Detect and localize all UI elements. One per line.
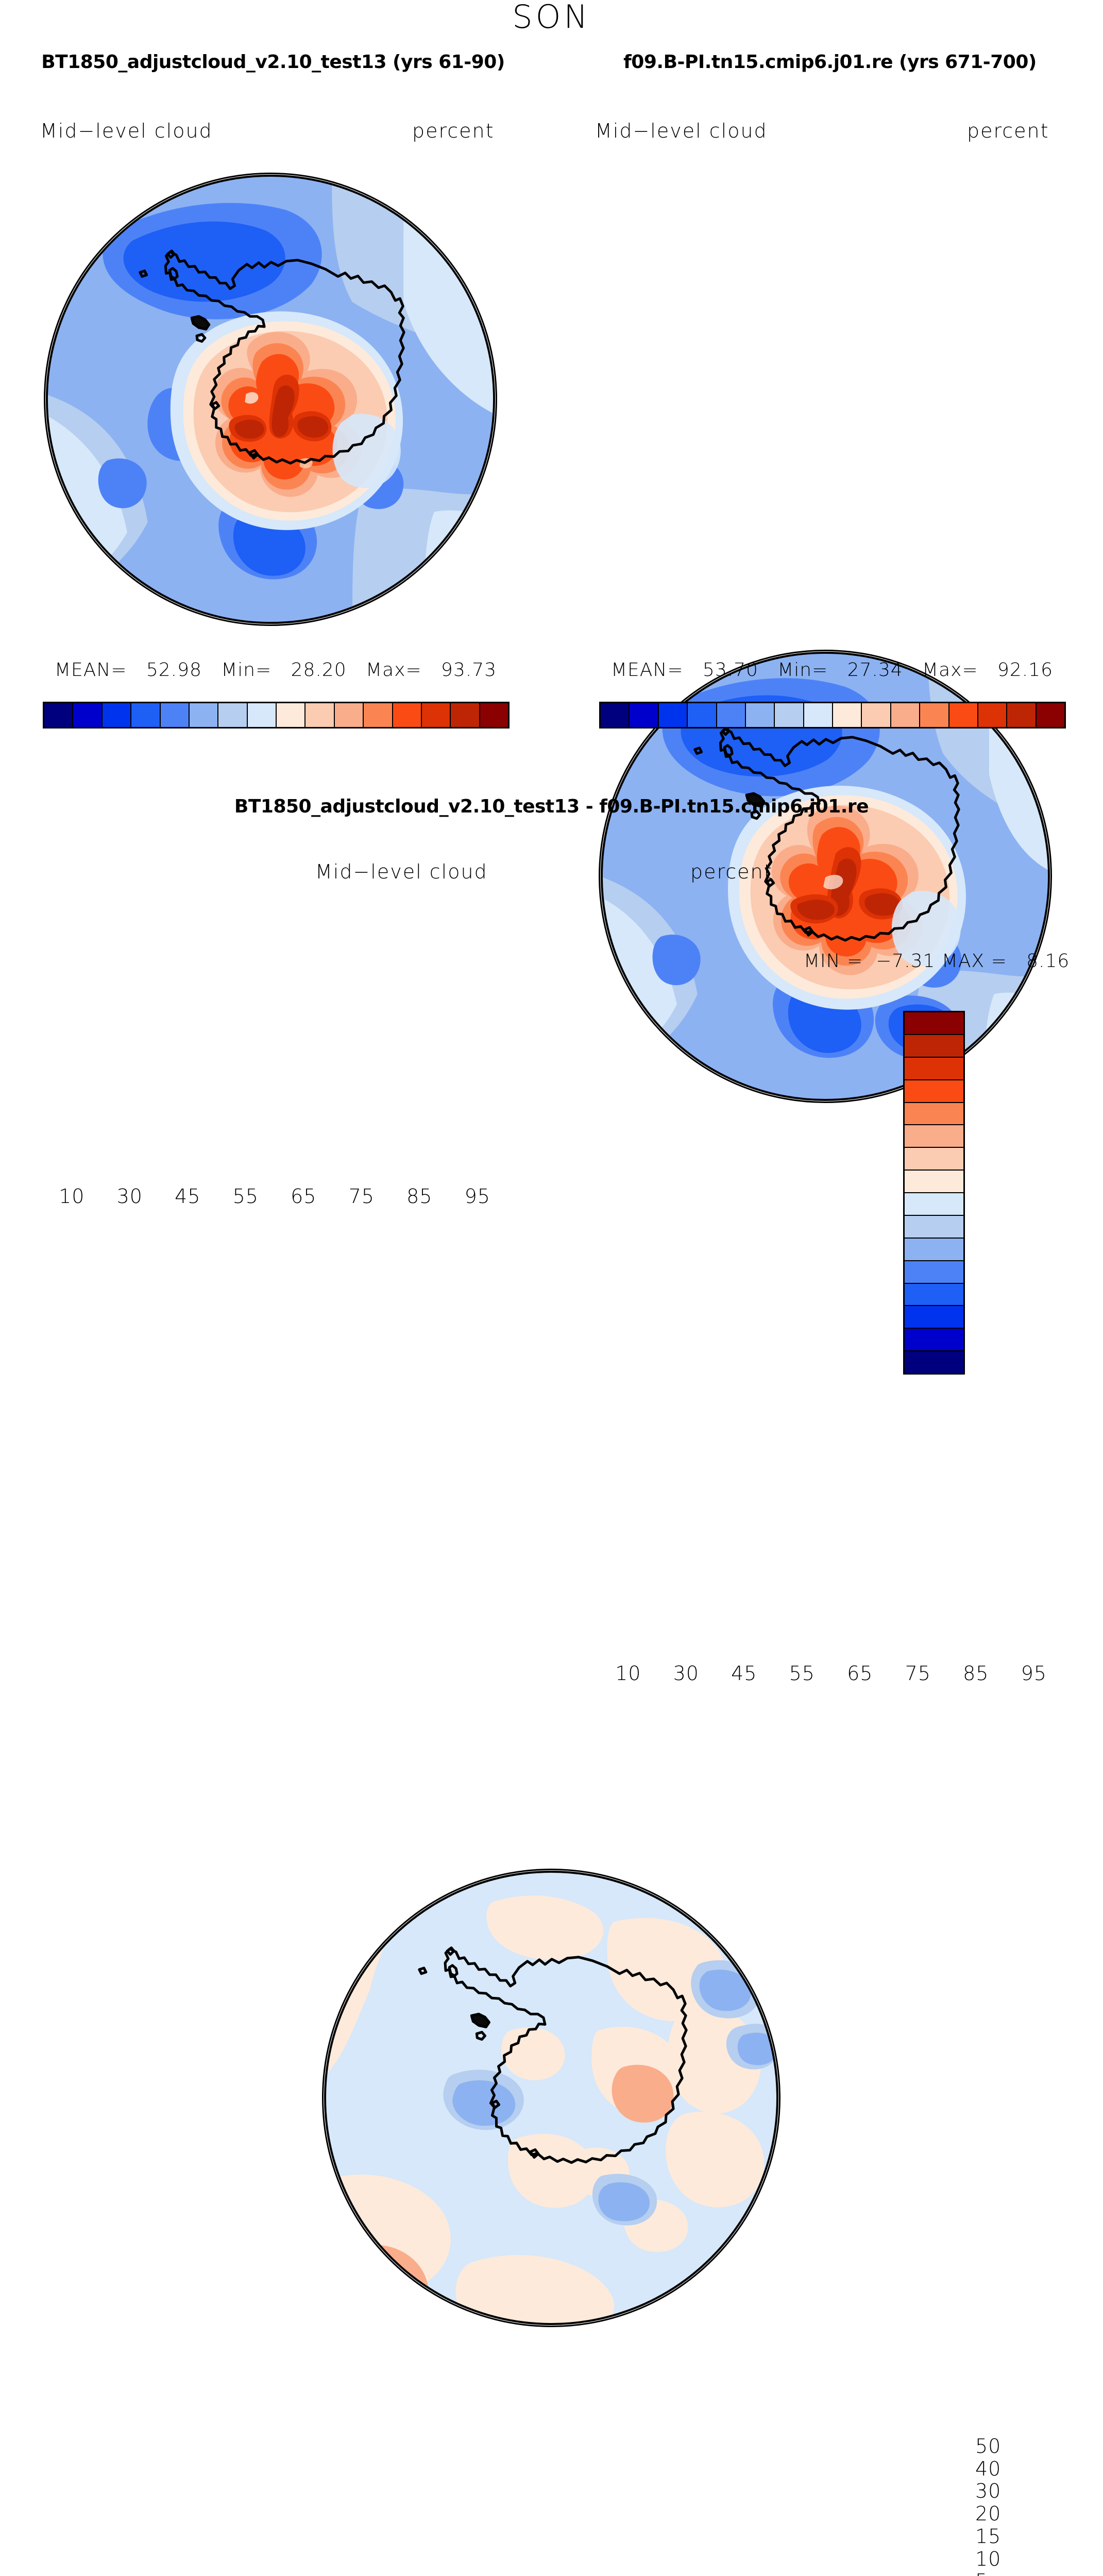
left-colorbar-ticks: 10 30 45 55 65 75 85 95 [43, 1185, 506, 1209]
right-panel-title: f09.B-PI.tn15.cmip6.j01.re (yrs 671-700) [623, 52, 1037, 73]
tick-label: 50 [975, 2434, 1002, 2458]
tick-label: 75 [905, 1662, 931, 1685]
tick-label: 30 [673, 1662, 699, 1685]
right-colorbar [599, 702, 1066, 728]
right-stats: MEAN= 53.70 Min= 27.34 Max= 92.16 [611, 659, 1053, 681]
tick-label: 30 [116, 1185, 143, 1208]
tick-label: 45 [731, 1662, 757, 1685]
tick-label: 55 [232, 1185, 259, 1208]
right-units-label: percent [967, 120, 1049, 142]
tick-label: 40 [975, 2457, 1002, 2480]
diff-polar-map [322, 1869, 780, 2327]
tick-label: 30 [975, 2480, 1002, 2503]
tick-label: 95 [1021, 1662, 1047, 1685]
tick-label: 15 [975, 2524, 1002, 2548]
season-title: SON [512, 0, 591, 36]
diff-field-label: Mid−level cloud [315, 860, 488, 883]
tick-label: 75 [348, 1185, 375, 1208]
left-colorbar [43, 702, 510, 728]
tick-label: 10 [59, 1185, 85, 1208]
tick-label: 55 [789, 1662, 815, 1685]
right-field-label: Mid−level cloud [595, 120, 768, 142]
tick-label: 95 [464, 1185, 490, 1208]
tick-label: 85 [406, 1185, 433, 1208]
diff-panel-title: BT1850_adjustcloud_v2.10_test13 - f09.B-… [234, 796, 869, 817]
tick-label: 65 [291, 1185, 317, 1208]
tick-label: 45 [175, 1185, 201, 1208]
diff-units-label: percent [690, 860, 773, 883]
left-stats: MEAN= 52.98 Min= 28.20 Max= 93.73 [55, 659, 497, 681]
diff-colorbar-ticks: 50 40 30 20 15 10 5 0 −5 −10 −15 −20 −30… [975, 2424, 1078, 2576]
tick-label: 85 [963, 1662, 989, 1685]
tick-label: 10 [615, 1662, 641, 1685]
tick-label: 65 [847, 1662, 873, 1685]
left-field-label: Mid−level cloud [40, 120, 213, 142]
left-panel-title: BT1850_adjustcloud_v2.10_test13 (yrs 61-… [41, 52, 505, 73]
diff-colorbar [903, 1011, 965, 1375]
tick-label: 5 [975, 2570, 988, 2576]
tick-label: 20 [975, 2502, 1002, 2525]
left-units-label: percent [412, 120, 495, 142]
tick-label: 10 [975, 2547, 1002, 2570]
left-polar-map [44, 173, 497, 626]
diff-minmax: MIN = −7.31 MAX = 8.16 [804, 951, 1070, 972]
right-colorbar-ticks: 10 30 45 55 65 75 85 95 [599, 1662, 1063, 1686]
